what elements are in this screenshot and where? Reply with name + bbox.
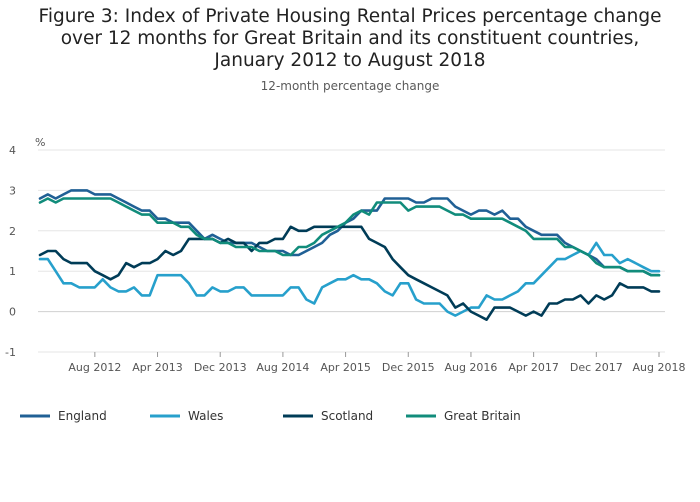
chart-title-block: Figure 3: Index of Private Housing Renta… bbox=[0, 6, 700, 72]
x-tick-label: Aug 2012 bbox=[68, 361, 121, 374]
legend-item: Great Britain bbox=[406, 409, 521, 423]
x-tick-label: Aug 2018 bbox=[633, 361, 686, 374]
legend-label: Scotland bbox=[321, 409, 373, 423]
series-line-great-britain bbox=[38, 197, 661, 277]
x-axis-ticks: Aug 2012 Apr 2013 Dec 2013 Aug 2014 Apr 2015… bbox=[68, 352, 685, 374]
y-tick-label: 3 bbox=[9, 184, 16, 197]
legend-label: Great Britain bbox=[444, 409, 521, 423]
y-tick-label: 2 bbox=[9, 225, 16, 238]
y-tick-label: 1 bbox=[9, 265, 16, 278]
legend: England Wales Scotland Great Britain bbox=[20, 409, 521, 423]
series-line-scotland bbox=[38, 225, 661, 322]
y-axis-label: % bbox=[35, 136, 45, 149]
chart-title: Figure 3: Index of Private Housing Renta… bbox=[38, 6, 662, 71]
legend-item: England bbox=[20, 409, 107, 423]
x-tick-label: Apr 2017 bbox=[508, 361, 559, 374]
y-tick-label: -1 bbox=[5, 346, 16, 359]
y-axis-ticks: -1 0 1 2 3 4 bbox=[5, 144, 16, 359]
gridlines bbox=[38, 149, 665, 353]
x-tick-label: Dec 2013 bbox=[194, 361, 247, 374]
series-lines bbox=[38, 189, 661, 322]
x-tick-label: Apr 2015 bbox=[320, 361, 371, 374]
legend-item: Wales bbox=[150, 409, 223, 423]
legend-label: Wales bbox=[188, 409, 223, 423]
series-line-england bbox=[38, 189, 661, 277]
y-tick-label: 0 bbox=[9, 306, 16, 319]
legend-label: England bbox=[58, 409, 107, 423]
legend-item: Scotland bbox=[283, 409, 373, 423]
x-tick-label: Apr 2013 bbox=[132, 361, 183, 374]
x-tick-label: Dec 2017 bbox=[570, 361, 623, 374]
x-tick-label: Dec 2015 bbox=[382, 361, 435, 374]
chart-subtitle: 12-month percentage change bbox=[260, 79, 440, 93]
series-line-wales bbox=[38, 241, 661, 317]
y-tick-label: 4 bbox=[9, 144, 16, 157]
x-tick-label: Aug 2016 bbox=[444, 361, 497, 374]
x-tick-label: Aug 2014 bbox=[256, 361, 309, 374]
